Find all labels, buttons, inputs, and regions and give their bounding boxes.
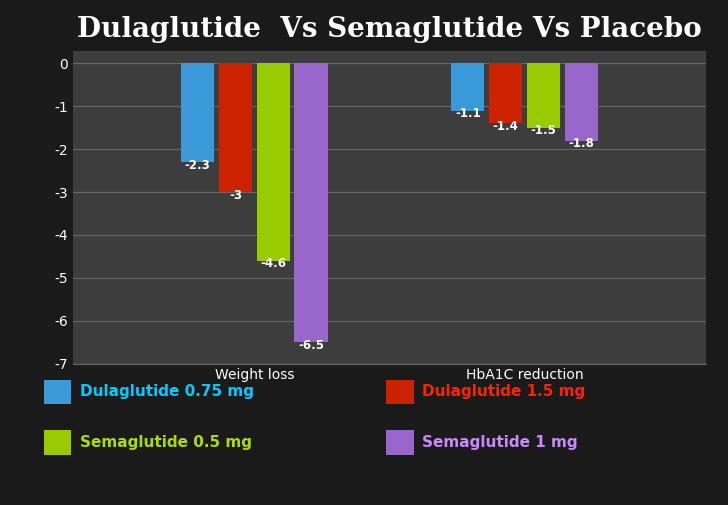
Text: Dulaglutide 0.75 mg: Dulaglutide 0.75 mg <box>80 384 254 399</box>
Bar <box>565 63 598 140</box>
Text: -4.6: -4.6 <box>261 257 286 270</box>
Bar <box>489 63 522 123</box>
Bar <box>219 63 252 192</box>
Bar <box>257 63 290 261</box>
Bar <box>527 63 560 128</box>
Text: -1.4: -1.4 <box>493 120 518 133</box>
Text: -1.1: -1.1 <box>455 107 480 120</box>
Text: -1.5: -1.5 <box>531 124 556 137</box>
Text: Semaglutide 1 mg: Semaglutide 1 mg <box>422 435 578 450</box>
Bar <box>181 63 214 162</box>
Text: Semaglutide 0.5 mg: Semaglutide 0.5 mg <box>80 435 252 450</box>
Text: -3: -3 <box>229 188 242 201</box>
Text: -1.8: -1.8 <box>569 137 594 150</box>
Bar <box>294 63 328 342</box>
Text: Dulaglutide 1.5 mg: Dulaglutide 1.5 mg <box>422 384 585 399</box>
Text: -2.3: -2.3 <box>185 159 210 172</box>
Title: Dulaglutide  Vs Semaglutide Vs Placebo: Dulaglutide Vs Semaglutide Vs Placebo <box>77 16 702 42</box>
Text: -6.5: -6.5 <box>298 339 324 351</box>
Bar <box>451 63 485 111</box>
